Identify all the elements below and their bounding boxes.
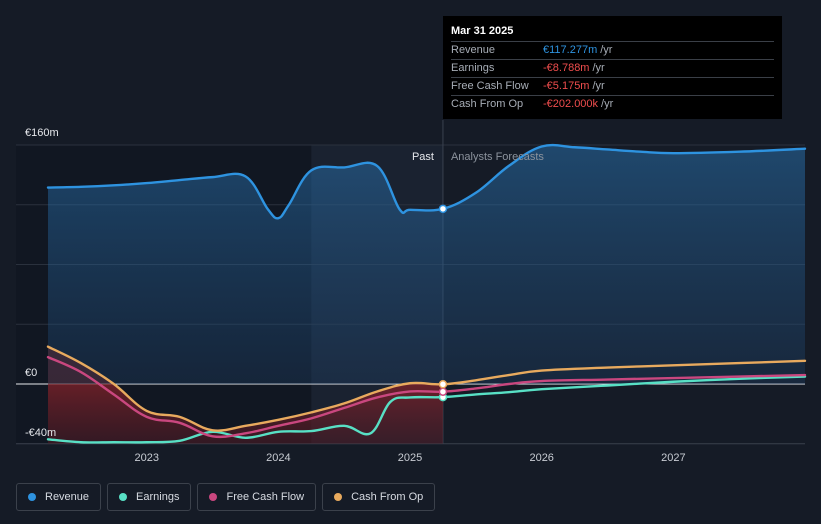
x-tick-label: 2024 <box>266 452 290 464</box>
tooltip-label: Cash From Op <box>451 98 524 110</box>
legend-label: Free Cash Flow <box>226 491 305 503</box>
tooltip-value: -€5.175m <box>543 80 590 92</box>
revenue-marker <box>438 204 448 214</box>
past-label: Past <box>412 151 434 163</box>
tooltip-value: -€202.000k <box>543 98 599 110</box>
tooltip-value: -€8.788m <box>543 62 590 74</box>
tooltip-label: Revenue <box>451 44 496 56</box>
positive-area <box>48 346 147 384</box>
legend-label: Cash From Op <box>351 491 424 503</box>
chart-area: €160m €0 -€40m 2023 2024 2025 2026 2027 Past Anal… <box>16 120 807 464</box>
tooltip-value: €117.277m <box>543 44 598 56</box>
tooltip-unit: /yr <box>592 80 605 92</box>
tooltip-date: Mar 31 2025 <box>451 24 774 42</box>
revenue-line <box>46 143 807 220</box>
x-tick-label: 2027 <box>661 452 685 464</box>
tooltip-row-cash-from-op: Cash From Op -€202.000k /yr <box>451 96 774 113</box>
tooltip-row-earnings: Earnings -€8.788m /yr <box>451 60 774 78</box>
free-cash-flow-marker <box>438 387 448 396</box>
cash-from-op-marker <box>438 380 448 389</box>
cash-from-op-line <box>46 345 807 432</box>
x-tick-label: 2023 <box>134 452 158 464</box>
legend-dot-icon <box>209 493 218 501</box>
x-tick-label: 2026 <box>529 452 553 464</box>
negative-area <box>48 384 443 444</box>
legend-dot-icon <box>119 493 128 501</box>
revenue-area <box>48 145 805 384</box>
y-label-bottom: -€40m <box>25 427 56 439</box>
legend-item-earnings[interactable]: Earnings <box>107 483 192 511</box>
tooltip-row-revenue: Revenue €117.277m /yr <box>451 42 774 60</box>
tooltip-unit: /yr <box>600 44 613 56</box>
legend-label: Earnings <box>136 491 180 503</box>
forecast-label: Analysts Forecasts <box>451 151 544 163</box>
chart-legend: Revenue Earnings Free Cash Flow Cash Fro… <box>16 483 436 511</box>
tooltip-row-free-cash-flow: Free Cash Flow -€5.175m /yr <box>451 78 774 96</box>
legend-dot-icon <box>334 493 343 501</box>
y-label-zero: €0 <box>25 367 37 379</box>
tooltip-label: Free Cash Flow <box>451 80 529 92</box>
legend-item-cash-from-op[interactable]: Cash From Op <box>322 483 436 511</box>
legend-dot-icon <box>28 493 36 501</box>
earnings-line <box>46 375 807 444</box>
tooltip-unit: /yr <box>601 98 614 110</box>
legend-label: Revenue <box>45 491 90 503</box>
tooltip-label: Earnings <box>451 62 495 74</box>
legend-item-revenue[interactable]: Revenue <box>16 483 102 511</box>
free-cash-flow-line <box>46 355 807 439</box>
tooltip: Mar 31 2025 Revenue €117.277m /yr Earnin… <box>443 16 782 119</box>
legend-item-free-cash-flow[interactable]: Free Cash Flow <box>197 483 317 511</box>
y-label-top: €160m <box>25 127 59 139</box>
tooltip-unit: /yr <box>592 62 605 74</box>
x-tick-label: 2025 <box>398 452 422 464</box>
